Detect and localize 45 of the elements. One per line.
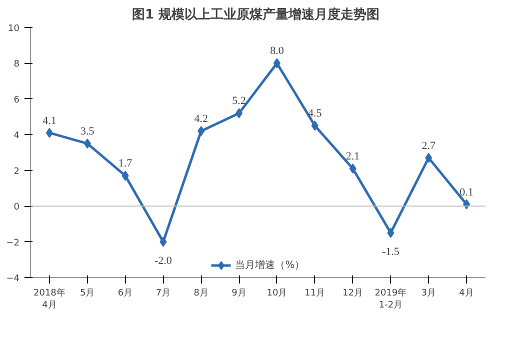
point bbox=[425, 152, 432, 163]
x-tick-label: 2018年4月 bbox=[34, 288, 66, 310]
data-label: 3.5 bbox=[80, 126, 95, 138]
y-tick-label: 8 bbox=[14, 60, 20, 70]
x-tick-label: 4月 bbox=[459, 288, 474, 298]
y-tick-label: 4 bbox=[14, 131, 20, 142]
x-tick-label: 3月 bbox=[421, 288, 436, 298]
data-label: 8.0 bbox=[270, 45, 284, 58]
data-label: 5.2 bbox=[232, 95, 246, 108]
y-tick-label: −4 bbox=[6, 274, 20, 284]
legend-label: 当月增速（%） bbox=[235, 258, 305, 272]
x-tick-label: 7月 bbox=[156, 288, 171, 298]
data-label: 1.7 bbox=[118, 158, 133, 170]
x-tick-label: 12月 bbox=[342, 288, 364, 298]
data-label: -1.5 bbox=[382, 246, 400, 258]
x-tick-label: 2019年1-2月 bbox=[374, 288, 407, 310]
point bbox=[349, 164, 356, 174]
data-label: 0.1 bbox=[460, 186, 474, 198]
point bbox=[387, 228, 394, 238]
point bbox=[160, 236, 167, 247]
y-tick-label: 0 bbox=[14, 202, 20, 213]
point bbox=[84, 138, 91, 149]
data-label: -2.0 bbox=[154, 254, 172, 267]
data-label: 2.7 bbox=[422, 140, 436, 152]
y-tick-label: 2 bbox=[14, 166, 20, 177]
x-tick-label: 6月 bbox=[118, 288, 133, 298]
x-tick-label: 5月 bbox=[80, 288, 95, 298]
point bbox=[198, 126, 205, 136]
point bbox=[273, 58, 280, 68]
chart-title: 图1 规模以上工业原煤产量增速月度走势图 bbox=[132, 6, 380, 22]
data-label: 4.5 bbox=[308, 108, 322, 120]
x-tick-label: 8月 bbox=[194, 288, 208, 298]
y-tick-label: 10 bbox=[8, 24, 20, 34]
point bbox=[122, 170, 129, 181]
x-tick-label: 10月 bbox=[266, 288, 288, 298]
y-tick-label: −2 bbox=[6, 238, 20, 248]
data-label: 2.1 bbox=[346, 150, 360, 163]
x-tick-label: 11月 bbox=[304, 288, 326, 298]
data-label: 4.2 bbox=[194, 113, 208, 126]
data-label: 4.1 bbox=[42, 114, 56, 127]
point bbox=[46, 128, 53, 138]
point bbox=[236, 108, 243, 118]
y-tick-label: 6 bbox=[14, 95, 20, 106]
point bbox=[311, 120, 318, 131]
x-tick-label: 9月 bbox=[232, 288, 246, 298]
